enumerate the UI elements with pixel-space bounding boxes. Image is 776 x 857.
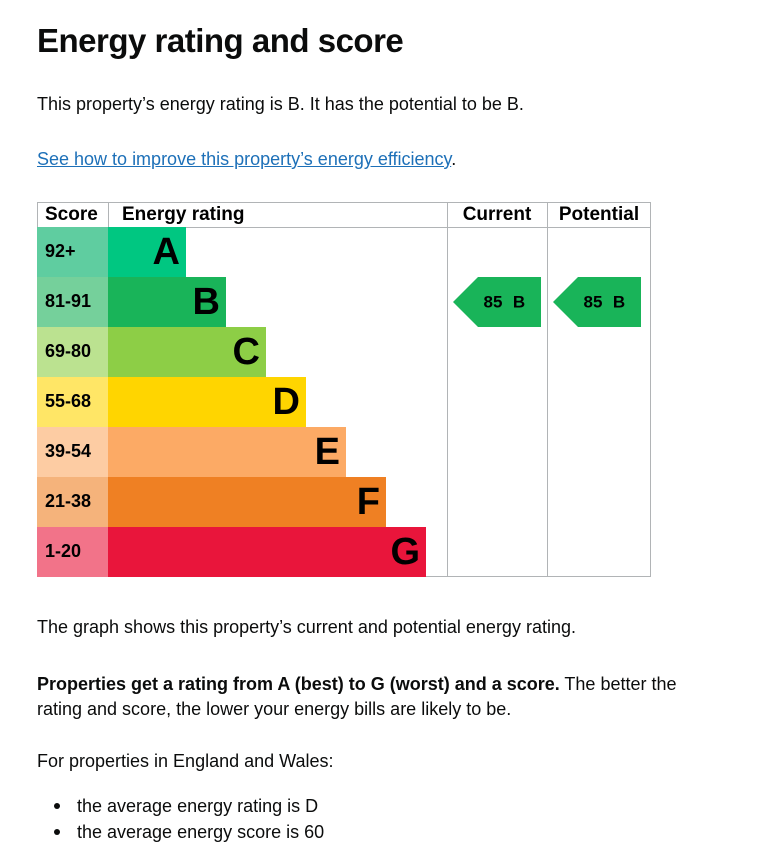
- epc-graph: Score Energy rating Current Potential 92+ A 81…: [37, 202, 651, 577]
- averages-list: the average energy rating is D the avera…: [37, 793, 324, 845]
- link-line: See how to improve this property’s energ…: [37, 149, 456, 170]
- column-header: Potential: [559, 204, 639, 225]
- rating-letter: A: [153, 231, 180, 273]
- rating-letter: C: [233, 331, 260, 373]
- current-arrow: [453, 277, 541, 327]
- score-range: 21-38: [45, 491, 91, 511]
- potential-score: 85: [584, 292, 603, 311]
- average-item: the average energy score is 60: [53, 819, 324, 845]
- column-header: Score: [45, 204, 98, 225]
- link-suffix: .: [451, 149, 457, 169]
- score-range: 39-54: [45, 441, 91, 461]
- potential-arrow: [553, 277, 641, 327]
- rating-letter: D: [273, 381, 300, 423]
- intro: This property’s energy rating is B. It h…: [37, 94, 524, 114]
- score-cell: [37, 277, 108, 327]
- column-header: Current: [463, 204, 532, 225]
- graph-note: The graph shows this property’s current …: [37, 617, 576, 637]
- averages-intro: For properties in England and Wales:: [37, 751, 334, 771]
- score-range: 81-91: [45, 291, 91, 311]
- column-header: Energy rating: [122, 204, 244, 225]
- rating-bar: [108, 527, 426, 577]
- rating-bar: [108, 277, 226, 327]
- score-cell: [37, 327, 108, 377]
- score-cell: [37, 227, 108, 277]
- score-range: 69-80: [45, 341, 91, 361]
- improve-link[interactable]: See how to improve this property’s energ…: [37, 149, 452, 169]
- average-item: the average energy rating is D: [53, 793, 324, 819]
- explanation-rest: The better the rating and score, the low…: [37, 674, 677, 719]
- rating-letter: G: [390, 531, 420, 573]
- score-cell: [37, 527, 108, 577]
- rating-bar: [108, 377, 306, 427]
- rating-bar: [108, 327, 266, 377]
- rating-bar: [108, 227, 186, 277]
- rating-bar: [108, 477, 386, 527]
- current-letter: B: [513, 292, 525, 311]
- explanation: Properties get a rating from A (best) to…: [37, 672, 677, 722]
- score-range: 92+: [45, 241, 76, 261]
- score-cell: [37, 477, 108, 527]
- rating-letter: E: [315, 431, 340, 473]
- potential-letter: B: [613, 292, 625, 311]
- rating-letter: B: [193, 281, 220, 323]
- current-score: 85: [484, 292, 503, 311]
- score-cell: [37, 427, 108, 477]
- heading: Energy rating and score: [37, 22, 404, 59]
- score-range: 1-20: [45, 541, 81, 561]
- score-range: 55-68: [45, 391, 91, 411]
- score-cell: [37, 377, 108, 427]
- explanation-bold: Properties get a rating from A (best) to…: [37, 674, 560, 694]
- rating-bar: [108, 427, 346, 477]
- rating-letter: F: [357, 481, 380, 523]
